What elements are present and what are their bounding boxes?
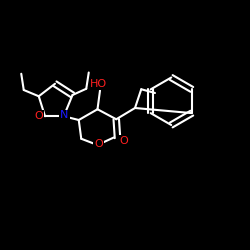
Text: O: O [120,136,128,145]
Text: O: O [34,111,43,121]
Text: O: O [94,139,103,149]
Text: N: N [60,110,69,120]
Text: HO: HO [90,79,107,89]
